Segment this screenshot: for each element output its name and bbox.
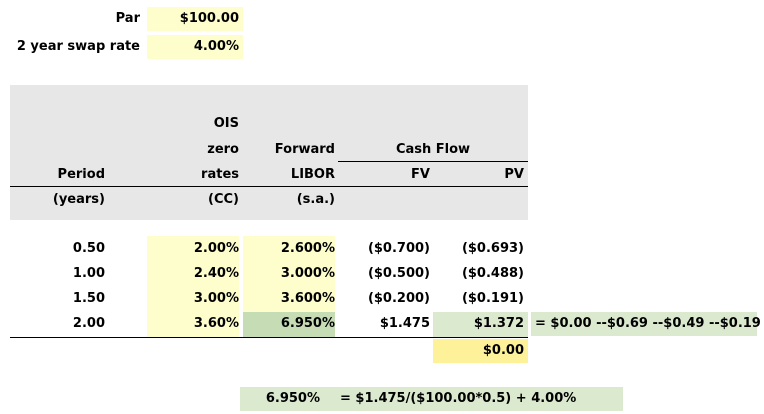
row-period: 1.00 — [72, 266, 105, 281]
libor-formula-text: = $1.475/($100.00*0.5) + 4.00% — [340, 391, 577, 406]
forward-libor-header-line1: Forward — [274, 142, 335, 157]
ois-header-line2: zero — [207, 142, 239, 157]
row-forward-libor[interactable]: 2.600% — [280, 241, 335, 256]
row-ois-rate[interactable]: 2.00% — [193, 241, 239, 256]
row-forward-libor[interactable]: 3.000% — [280, 266, 335, 281]
row-pv: ($0.693) — [461, 241, 524, 256]
ois-header-unit: (CC) — [208, 192, 239, 207]
row-ois-rate[interactable]: 3.00% — [193, 291, 239, 306]
pv-sum-formula: = $0.00 --$0.69 --$0.49 --$0.19 — [531, 312, 761, 336]
row-pv: ($0.488) — [461, 266, 524, 281]
swap-rate-label: 2 year swap rate — [16, 39, 140, 54]
forward-libor-header-line2: LIBOR — [290, 167, 335, 182]
row-forward-libor[interactable]: 6.950% — [280, 316, 335, 331]
row-fv: ($0.700) — [367, 241, 430, 256]
row-fv: $1.475 — [379, 316, 430, 331]
par-value-cell[interactable]: $100.00 — [147, 7, 243, 31]
header-divider — [10, 186, 528, 187]
ois-header-line1: OIS — [213, 116, 239, 131]
ois-input-column — [147, 236, 239, 337]
row-pv: ($0.191) — [461, 291, 524, 306]
row-fv: ($0.200) — [367, 291, 430, 306]
row-ois-rate[interactable]: 3.60% — [193, 316, 239, 331]
par-label: Par — [115, 11, 140, 26]
row-forward-libor[interactable]: 3.600% — [280, 291, 335, 306]
period-header: Period — [57, 167, 105, 182]
pv-total-cell[interactable]: $0.00 — [433, 339, 528, 363]
libor-input-column — [243, 236, 335, 312]
pv-final-fill — [433, 312, 528, 337]
period-unit: (years) — [52, 192, 105, 207]
row-period: 0.50 — [72, 241, 105, 256]
table-header-background — [10, 85, 528, 220]
cash-flow-header: Cash Flow — [395, 142, 471, 157]
row-period: 1.50 — [72, 291, 105, 306]
libor-formula-value: 6.950% — [265, 391, 320, 406]
cash-flow-underline — [338, 161, 528, 162]
libor-formula-box — [240, 387, 623, 411]
row-period: 2.00 — [72, 316, 105, 331]
row-pv: $1.372 — [473, 316, 524, 331]
swap-rate-value-cell[interactable]: 4.00% — [147, 35, 243, 59]
table-bottom-border — [10, 337, 528, 338]
libor-solution-fill — [243, 312, 335, 337]
pv-header: PV — [504, 167, 524, 182]
forward-libor-header-unit: (s.a.) — [296, 192, 335, 207]
ois-header-line3: rates — [201, 167, 239, 182]
fv-header: FV — [411, 167, 430, 182]
row-fv: ($0.500) — [367, 266, 430, 281]
row-ois-rate[interactable]: 2.40% — [193, 266, 239, 281]
